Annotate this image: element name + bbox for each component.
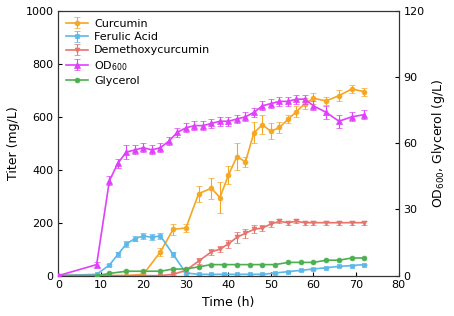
- Glycerol: [349, 256, 355, 260]
- Glycerol: [94, 274, 99, 277]
- Glycerol: [209, 263, 214, 266]
- Glycerol: [272, 263, 278, 266]
- Glycerol: [298, 260, 303, 264]
- Glycerol: [158, 269, 163, 273]
- Glycerol: [285, 260, 291, 264]
- Glycerol: [362, 256, 367, 260]
- Glycerol: [234, 263, 240, 266]
- Glycerol: [222, 263, 227, 266]
- Glycerol: [336, 258, 342, 262]
- Line: Glycerol: Glycerol: [56, 256, 367, 278]
- Glycerol: [141, 269, 146, 273]
- Y-axis label: Titer (mg/L): Titer (mg/L): [7, 106, 20, 180]
- Y-axis label: OD$_{600}$, Glycerol (g/L): OD$_{600}$, Glycerol (g/L): [430, 78, 447, 208]
- Glycerol: [170, 267, 176, 271]
- Glycerol: [107, 271, 112, 275]
- X-axis label: Time (h): Time (h): [202, 296, 255, 309]
- Glycerol: [183, 267, 189, 271]
- Glycerol: [56, 274, 61, 277]
- Glycerol: [311, 260, 316, 264]
- Glycerol: [196, 265, 202, 269]
- Glycerol: [324, 258, 329, 262]
- Legend: Curcumin, Ferulic Acid, Demethoxycurcumin, OD$_{600}$, Glycerol: Curcumin, Ferulic Acid, Demethoxycurcumi…: [64, 16, 212, 88]
- Glycerol: [260, 263, 265, 266]
- Glycerol: [123, 269, 129, 273]
- Glycerol: [247, 263, 252, 266]
